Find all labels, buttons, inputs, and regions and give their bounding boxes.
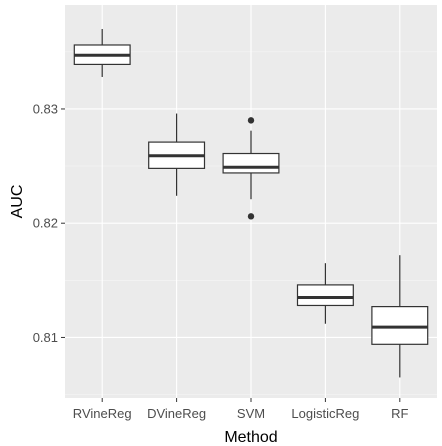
x-tick-label: SVM xyxy=(237,406,265,421)
x-tick-label: RVineReg xyxy=(73,406,132,421)
y-axis-title: AUC xyxy=(9,185,26,219)
outlier-point xyxy=(247,117,255,124)
iqr-box xyxy=(296,284,354,307)
outlier-point xyxy=(247,213,255,220)
boxes-layer xyxy=(73,28,429,378)
box-rvinereg xyxy=(73,28,131,77)
x-tick-label: RF xyxy=(391,406,408,421)
y-tick-label: 0.82 xyxy=(33,216,58,231)
axes-layer: 0.81 0.82 0.83 RVineReg DVineReg SVM LogisticR… xyxy=(33,101,409,421)
x-axis-title: Method xyxy=(224,429,277,446)
box-logisticreg xyxy=(296,263,354,324)
y-tick-label: 0.81 xyxy=(33,330,58,345)
iqr-box xyxy=(222,152,280,174)
box-rf xyxy=(371,255,429,378)
box-svm xyxy=(222,117,280,220)
iqr-box xyxy=(371,306,429,345)
x-tick-label: LogisticReg xyxy=(291,406,359,421)
x-tick-label: DVineReg xyxy=(147,406,206,421)
y-tick-label: 0.83 xyxy=(33,101,58,116)
box-dvinereg xyxy=(148,113,206,196)
